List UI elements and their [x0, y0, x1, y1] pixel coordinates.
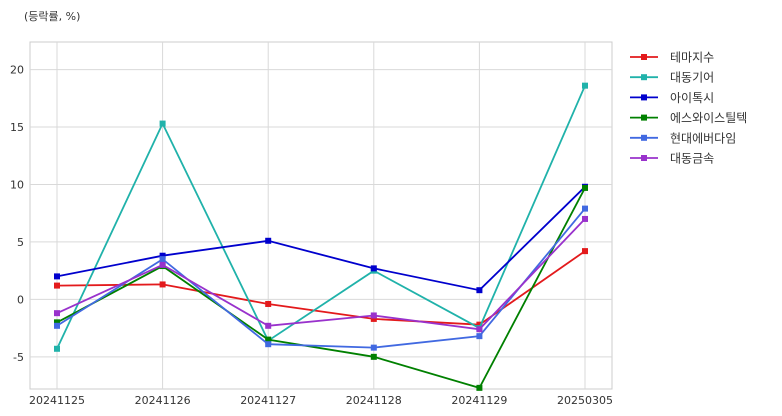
series-line [56, 250, 586, 326]
legend-swatch-marker [641, 134, 647, 141]
data-point [476, 333, 483, 340]
data-point [476, 287, 483, 294]
legend-item: 테마지수 [630, 51, 714, 65]
data-point [54, 273, 60, 280]
data-point [54, 319, 60, 326]
data-point [582, 205, 588, 212]
data-point [54, 345, 60, 352]
legend-label: 아이톡시 [670, 91, 714, 105]
data-point [159, 120, 166, 127]
legend-label: 대동금속 [670, 152, 714, 166]
y-tick-label: 20 [10, 64, 24, 77]
x-tick-label: 20241126 [135, 394, 191, 407]
data-point [159, 256, 166, 263]
unit-label: (등락률, %) [24, 10, 80, 23]
data-point [159, 252, 166, 259]
data-point [582, 248, 588, 255]
data-point [370, 265, 377, 272]
series-line [56, 186, 586, 292]
y-tick-label: 10 [10, 178, 24, 191]
data-point [582, 82, 588, 89]
legend-swatch-marker [641, 74, 647, 81]
data-point [265, 341, 272, 348]
plot-area [29, 41, 613, 390]
legend-label: 대동기어 [670, 71, 714, 85]
data-point [265, 336, 272, 343]
legend-item: 대동기어 [630, 71, 714, 85]
series-5 [54, 205, 588, 351]
data-point [582, 184, 588, 191]
legend-swatch-marker [641, 94, 647, 101]
legend-item: 대동금속 [630, 152, 714, 166]
series-line [56, 208, 586, 349]
data-point [54, 322, 60, 329]
data-point [54, 282, 60, 289]
series-line [56, 218, 586, 331]
y-tick-label: -5 [13, 351, 24, 364]
y-tick-label: 0 [17, 293, 24, 306]
legend-swatch-marker [641, 114, 647, 121]
data-point [370, 315, 377, 322]
legend-swatch-marker [641, 54, 647, 60]
y-tick-label: 5 [17, 236, 24, 249]
x-tick-label: 20241125 [29, 394, 85, 407]
data-point [265, 322, 272, 329]
data-point [476, 321, 483, 328]
data-point [265, 300, 272, 307]
data-point [476, 326, 483, 333]
series-line [56, 187, 586, 389]
data-point [265, 237, 272, 244]
data-point [370, 344, 377, 351]
series-6 [54, 215, 588, 333]
data-point [54, 310, 60, 317]
data-point [476, 384, 483, 391]
data-point [582, 215, 588, 222]
legend-label: 테마지수 [670, 51, 714, 65]
legend-item: 현대에버다임 [630, 131, 736, 145]
data-point [159, 261, 166, 268]
x-tick-label: 20241129 [451, 394, 507, 407]
series-line [56, 85, 586, 350]
legend-item: 아이톡시 [630, 91, 714, 105]
legend-label: 에스와이스틸텍 [670, 111, 747, 125]
x-tick-label: 20241127 [240, 394, 296, 407]
data-point [370, 312, 377, 319]
data-point [159, 281, 166, 288]
legend-item: 에스와이스틸텍 [630, 111, 747, 125]
legend-swatch-marker [641, 155, 647, 161]
series-1 [54, 248, 588, 328]
x-tick-label: 20250305 [557, 394, 613, 407]
data-point [370, 353, 377, 360]
legend-label: 현대에버다임 [670, 131, 736, 145]
x-tick-label: 20241128 [346, 394, 402, 407]
y-tick-label: 15 [10, 121, 24, 134]
